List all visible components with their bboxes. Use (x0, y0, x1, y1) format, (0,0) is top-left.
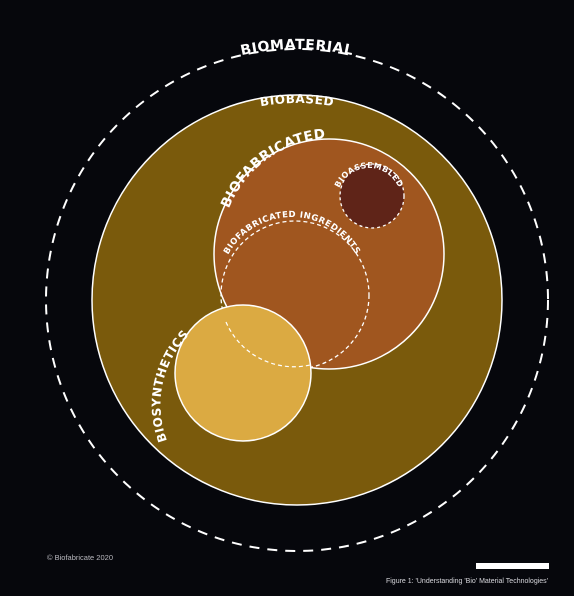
biosynthetics-circle (174, 304, 312, 442)
biobased-label: BIOBASED (259, 92, 335, 109)
copyright-text: © Biofabricate 2020 (47, 553, 113, 562)
biofabricated-ingredients-circle (220, 220, 370, 370)
biomaterial-ring (45, 48, 549, 552)
bioassembled-circle (339, 163, 405, 229)
figure-caption: Figure 1: 'Understanding 'Bio' Material … (385, 578, 548, 585)
decorative-bar (476, 563, 549, 569)
ingredients-overlap-outline (225, 321, 311, 368)
biomaterial-label: BIOMATERIAL (239, 37, 355, 59)
